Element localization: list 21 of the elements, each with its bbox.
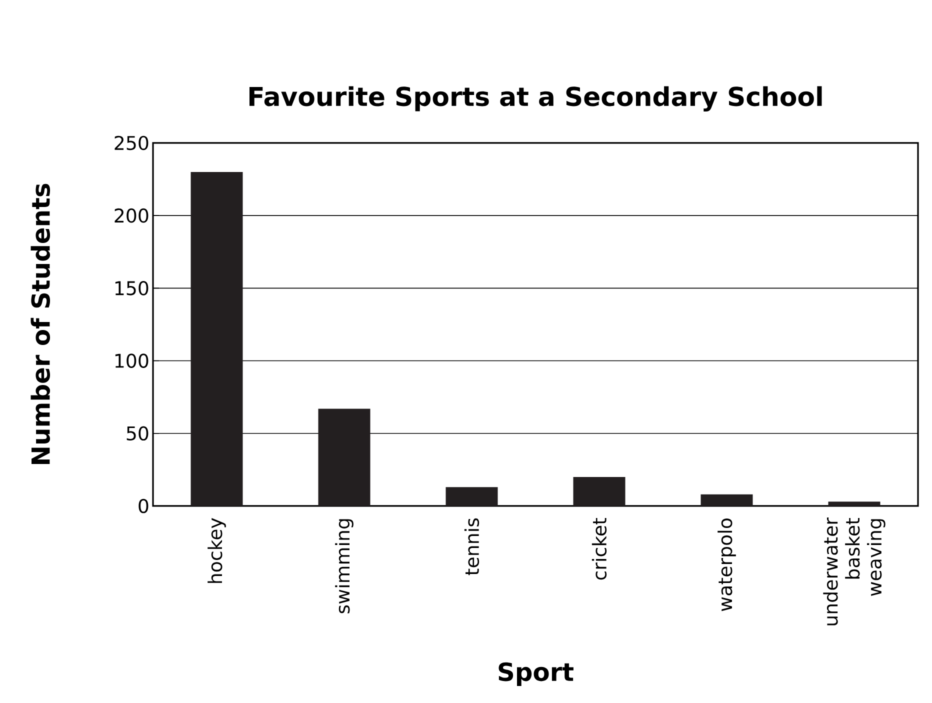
x-tick-label: swimming	[335, 519, 354, 614]
y-tick-label: 0	[138, 498, 148, 514]
x-tick-label: hockey	[208, 518, 226, 583]
x-tick-label: underwater basket weaving	[823, 518, 886, 626]
bar	[700, 494, 753, 506]
x-axis-title: Sport	[498, 662, 574, 686]
bar	[573, 476, 626, 506]
y-axis-title: Number of Students	[30, 184, 50, 464]
chart-title: Favourite Sports at a Secondary School	[249, 86, 822, 112]
y-tick-label: 150	[115, 281, 148, 296]
x-tick-label: tennis	[464, 518, 480, 576]
y-tick-label: 100	[115, 354, 148, 368]
y-tick-label: 50	[126, 426, 148, 441]
bar	[318, 408, 370, 506]
x-tick-label: cricket	[592, 518, 607, 580]
bar	[828, 502, 880, 506]
bar	[446, 487, 498, 506]
x-tick-label: waterpolo	[718, 518, 736, 612]
bar	[190, 172, 243, 506]
y-tick-label: 250	[114, 136, 148, 150]
y-tick-label: 200	[114, 208, 148, 223]
